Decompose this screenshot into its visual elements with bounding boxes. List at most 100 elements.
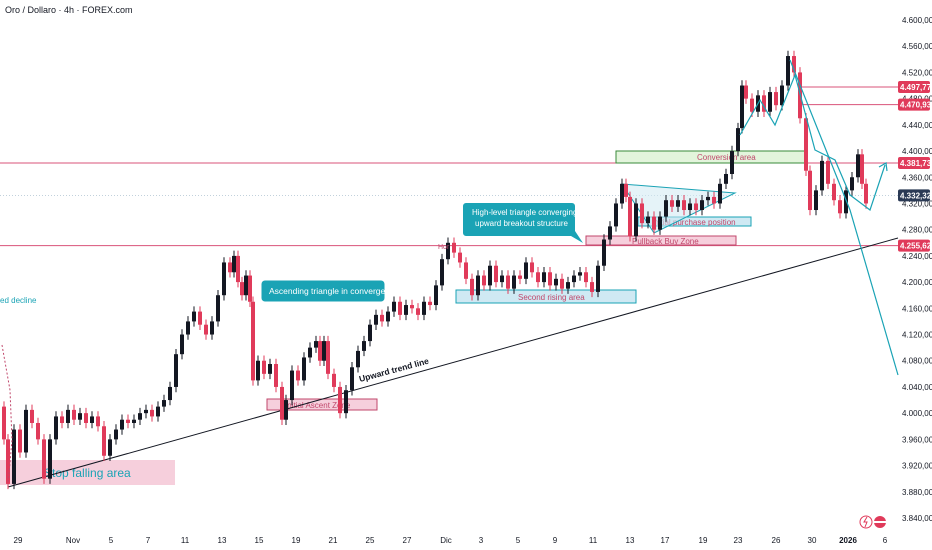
candle-body (814, 190, 818, 211)
projection-path-2 (789, 59, 899, 376)
x-tick-label: 15 (255, 536, 264, 545)
initial-ascent-label: Initial Ascent Zone (285, 401, 351, 410)
candle-body (308, 347, 312, 358)
candle-body (590, 282, 594, 292)
candle-body (280, 386, 284, 420)
price-badge-label: 4.497,77 (900, 83, 932, 92)
candle-body (706, 196, 710, 201)
candle-body (198, 311, 202, 325)
candle-body (24, 409, 28, 453)
x-tick-label: Dic (440, 536, 452, 545)
x-tick-label: 19 (292, 536, 301, 545)
price-badge (898, 239, 930, 252)
candle-body (740, 85, 744, 129)
y-tick-label: 4.400,00 (902, 147, 932, 156)
price-candles (2, 50, 868, 490)
candle-body (712, 196, 716, 204)
y-tick-label: 3.920,00 (902, 462, 932, 471)
y-tick-label: 4.040,00 (902, 383, 932, 392)
trend-line-label: Upward trend line (358, 356, 430, 384)
candle-body (596, 265, 600, 292)
candle-body (652, 216, 656, 230)
candle-body (826, 160, 830, 184)
candle-body (804, 118, 808, 171)
flag-icon[interactable] (874, 516, 886, 528)
candle-body (162, 400, 166, 407)
x-tick-label: 30 (808, 536, 817, 545)
candle-body (356, 350, 360, 368)
candle-body (850, 177, 854, 191)
candle-body (84, 413, 88, 423)
candle-body (718, 183, 722, 204)
y-tick-label: 4.080,00 (902, 357, 932, 366)
candle-body (536, 272, 540, 283)
candle-body (120, 419, 124, 430)
candle-body (452, 242, 456, 253)
price-badges: 4.497,77 4.470,93 4.381,73 4.332,32 4.255,62 (898, 80, 932, 252)
candle-body (90, 416, 94, 423)
candle-body (440, 259, 444, 286)
candle-body (422, 301, 426, 315)
candle-body (640, 203, 644, 224)
candle-body (144, 409, 148, 414)
x-tick-label: 5 (516, 536, 521, 545)
candle-body (446, 242, 450, 260)
y-tick-label: 4.360,00 (902, 173, 932, 182)
candle-body (494, 265, 498, 283)
candle-body (256, 360, 260, 381)
candle-body (244, 275, 248, 296)
candle-body (48, 439, 52, 479)
candle-body (768, 92, 772, 112)
candle-body (688, 203, 692, 211)
candle-body (682, 200, 686, 211)
candle-body (302, 357, 306, 381)
y-tick-label: 4.120,00 (902, 331, 932, 340)
candle-body (658, 216, 662, 230)
conversion-label: Conversion area (697, 153, 756, 162)
candle-body (296, 370, 300, 381)
candle-body (374, 314, 378, 325)
candle-body (524, 262, 528, 279)
triangle-callout-line1: High-level triangle converging (472, 208, 577, 217)
y-tick-label: 4.520,00 (902, 68, 932, 77)
candle-body (614, 203, 618, 227)
candle-body (30, 409, 34, 423)
candle-body (664, 200, 668, 217)
x-tick-label: 13 (626, 536, 635, 545)
projection-arrow-head (878, 162, 888, 172)
left-decline-label: ed decline (0, 296, 37, 305)
candle-body (500, 275, 504, 283)
candle-body (608, 226, 612, 240)
candle-body (66, 409, 70, 423)
candle-body (724, 173, 728, 184)
candle-body (736, 128, 740, 152)
candle-body (578, 272, 582, 276)
candle-body (602, 239, 606, 266)
candle-body (700, 200, 704, 211)
candle-body (860, 154, 864, 184)
candle-body (274, 364, 278, 387)
candle-body (210, 321, 214, 335)
y-tick-label: 4.320,00 (902, 199, 932, 208)
candle-body (386, 311, 390, 322)
lightning-icon[interactable] (859, 515, 873, 529)
candle-body (554, 278, 558, 286)
candle-body (12, 429, 16, 484)
candle-body (634, 203, 638, 237)
candle-body (132, 419, 136, 423)
candle-body (808, 170, 812, 211)
candle-body (832, 183, 836, 201)
x-tick-label: 11 (181, 536, 190, 545)
candle-body (350, 367, 354, 391)
x-tick-label: 6 (883, 536, 888, 545)
candle-body (156, 406, 160, 417)
candle-body (114, 429, 118, 440)
price-badge (898, 157, 930, 170)
candle-body (458, 252, 462, 263)
candle-body (488, 265, 492, 286)
candle-body (236, 255, 240, 283)
y-tick-label: 4.280,00 (902, 226, 932, 235)
horizon-tag: Hor (438, 244, 450, 251)
candle-body (251, 301, 255, 381)
